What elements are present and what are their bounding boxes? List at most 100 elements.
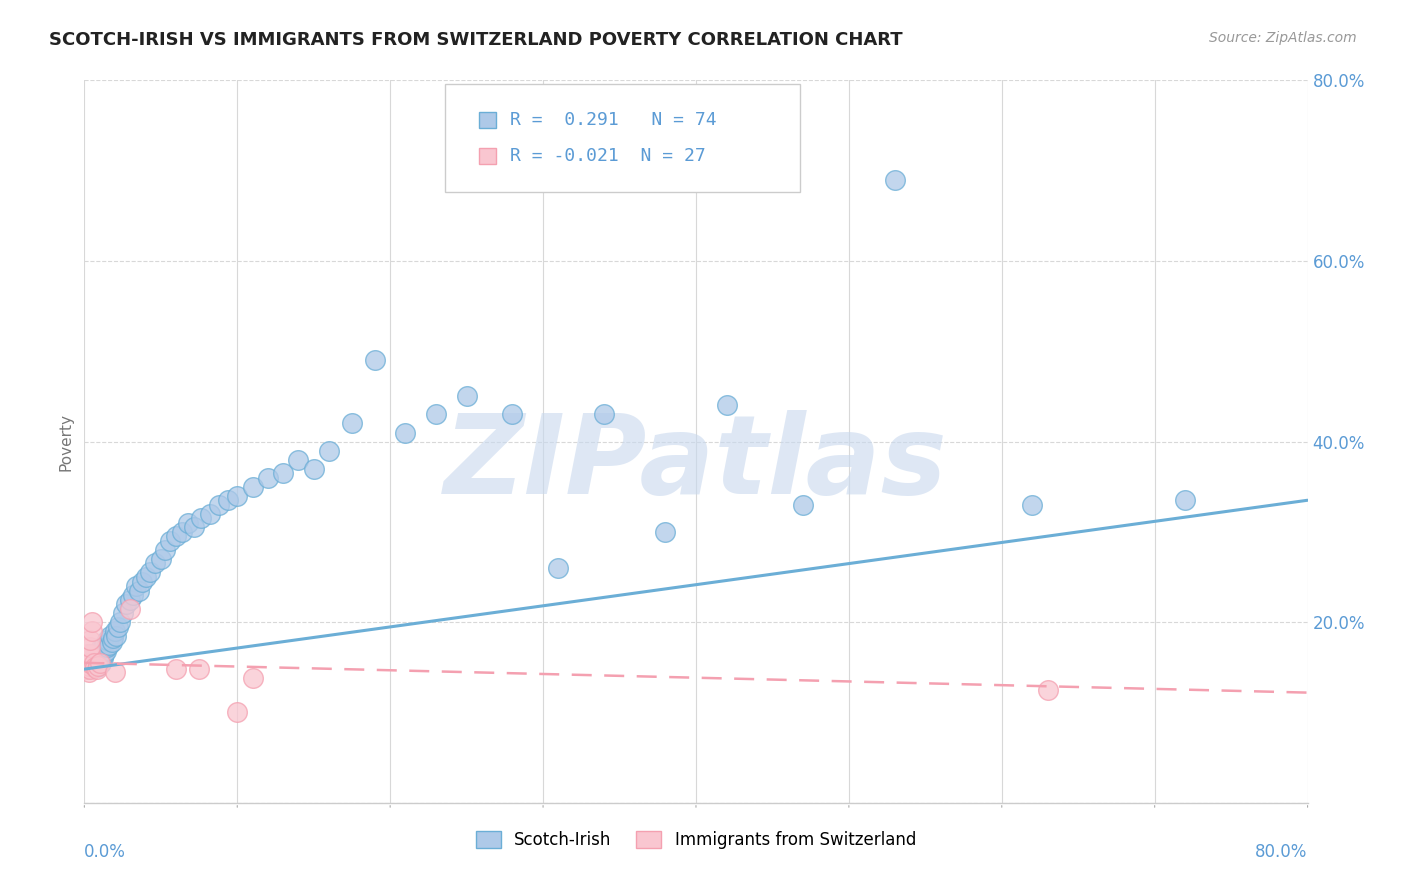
- Point: [76, 656, 98, 670]
- Point: [79, 647, 101, 661]
- FancyBboxPatch shape: [479, 112, 495, 128]
- Point: [654, 524, 676, 539]
- Point: [155, 542, 177, 557]
- Point: [190, 511, 212, 525]
- Point: [242, 671, 264, 685]
- Point: [502, 408, 524, 422]
- FancyBboxPatch shape: [446, 84, 800, 193]
- Point: [76, 656, 98, 670]
- Point: [547, 561, 569, 575]
- Point: [149, 552, 172, 566]
- Point: [122, 588, 145, 602]
- Point: [89, 653, 111, 667]
- Point: [177, 516, 200, 530]
- Point: [1036, 682, 1059, 697]
- Point: [94, 644, 117, 658]
- Point: [1021, 498, 1043, 512]
- Point: [84, 647, 107, 661]
- Point: [79, 647, 101, 661]
- Point: [183, 520, 205, 534]
- Point: [135, 570, 157, 584]
- Point: [364, 353, 387, 368]
- Point: [198, 507, 221, 521]
- Point: [165, 662, 187, 676]
- Point: [83, 656, 105, 670]
- Point: [79, 662, 101, 676]
- Point: [120, 592, 142, 607]
- Text: ZIPatlas: ZIPatlas: [444, 409, 948, 516]
- Point: [83, 656, 105, 670]
- Point: [76, 647, 98, 661]
- Point: [80, 624, 103, 639]
- Point: [394, 425, 416, 440]
- Point: [287, 452, 309, 467]
- Point: [318, 443, 340, 458]
- Point: [97, 638, 120, 652]
- Point: [1174, 493, 1197, 508]
- Point: [77, 665, 100, 679]
- Point: [165, 529, 187, 543]
- Point: [87, 658, 110, 673]
- Point: [425, 408, 447, 422]
- Point: [883, 172, 905, 186]
- Point: [101, 635, 124, 649]
- FancyBboxPatch shape: [479, 148, 495, 164]
- Point: [80, 615, 103, 630]
- Point: [120, 601, 142, 615]
- Point: [91, 640, 114, 655]
- Point: [105, 629, 128, 643]
- Point: [89, 656, 111, 670]
- Text: R = -0.021  N = 27: R = -0.021 N = 27: [510, 147, 706, 165]
- Point: [77, 648, 100, 663]
- Point: [86, 662, 108, 676]
- Point: [103, 632, 125, 646]
- Point: [98, 629, 121, 643]
- Point: [107, 620, 129, 634]
- Point: [208, 498, 231, 512]
- Point: [96, 633, 118, 648]
- Point: [84, 660, 107, 674]
- Point: [226, 489, 249, 503]
- Point: [226, 706, 249, 720]
- Point: [87, 649, 110, 664]
- Point: [271, 466, 294, 480]
- Point: [302, 461, 325, 475]
- Point: [716, 398, 738, 412]
- Point: [242, 480, 264, 494]
- Point: [77, 653, 100, 667]
- Point: [96, 640, 118, 655]
- Point: [340, 417, 363, 431]
- Point: [104, 624, 127, 639]
- Point: [84, 656, 107, 670]
- Point: [188, 662, 211, 676]
- Point: [87, 656, 110, 670]
- Point: [159, 533, 181, 548]
- Point: [86, 653, 108, 667]
- Point: [79, 656, 101, 670]
- Point: [111, 606, 134, 620]
- Point: [76, 651, 98, 665]
- Point: [172, 524, 194, 539]
- Text: 80.0%: 80.0%: [1256, 843, 1308, 861]
- Point: [131, 574, 153, 589]
- Point: [114, 597, 136, 611]
- Text: 0.0%: 0.0%: [84, 843, 127, 861]
- Point: [77, 658, 100, 673]
- Point: [593, 408, 616, 422]
- Point: [456, 389, 478, 403]
- Point: [792, 498, 814, 512]
- Point: [128, 583, 150, 598]
- Legend: Scotch-Irish, Immigrants from Switzerland: Scotch-Irish, Immigrants from Switzerlan…: [470, 824, 922, 856]
- Text: Source: ZipAtlas.com: Source: ZipAtlas.com: [1209, 31, 1357, 45]
- Point: [89, 642, 111, 657]
- Point: [257, 471, 280, 485]
- Point: [89, 648, 111, 663]
- Text: R =  0.291   N = 74: R = 0.291 N = 74: [510, 111, 717, 129]
- Point: [86, 660, 108, 674]
- Point: [108, 615, 131, 630]
- Point: [93, 638, 115, 652]
- Point: [77, 651, 100, 665]
- Point: [217, 493, 239, 508]
- Point: [125, 579, 148, 593]
- Point: [104, 665, 127, 679]
